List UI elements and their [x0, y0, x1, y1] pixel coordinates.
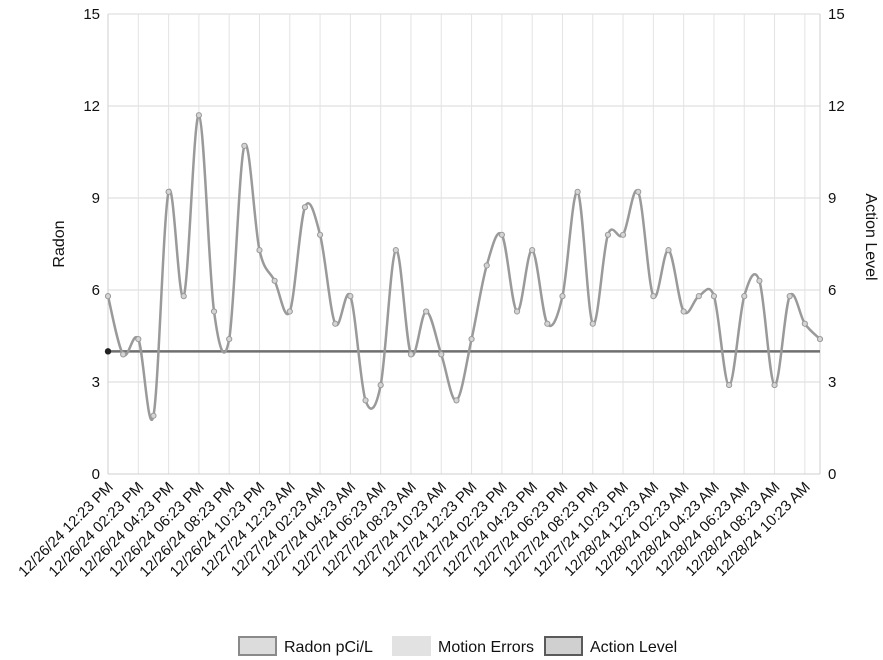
radon-data-point [559, 293, 566, 300]
y-tick-label-right: 3 [828, 374, 836, 391]
y-tick-label-right: 6 [828, 282, 836, 299]
radon-data-point [332, 320, 339, 327]
radon-data-point [286, 308, 293, 315]
radon-data-point [195, 112, 202, 119]
radon-data-point [104, 293, 112, 300]
radon-data-point [650, 293, 657, 300]
radon-data-point [407, 351, 415, 358]
radon-data-point [135, 335, 142, 343]
y-tick-label-left: 12 [83, 98, 100, 115]
radon-data-point [347, 293, 354, 300]
radon-data-point [680, 308, 687, 315]
radon-data-point [271, 277, 278, 284]
y-axis-title-right: Action Level [862, 193, 879, 280]
axes-layer: 0 0 3 3 6 6 9 9 12 12 15 15 [83, 6, 844, 483]
action-level-point [104, 348, 112, 355]
radon-data-point [316, 231, 324, 238]
radon-data-point [438, 351, 445, 358]
radon-data-point [589, 320, 596, 327]
radon-data-point [150, 412, 157, 419]
radon-data-point [756, 277, 763, 284]
radon-data-point [210, 308, 218, 315]
radon-data-point [453, 397, 460, 404]
radon-data-point [513, 308, 521, 315]
legend-swatch [238, 636, 277, 656]
radon-series-line [106, 113, 821, 421]
radon-data-point [165, 188, 172, 195]
series-layer [104, 112, 824, 421]
radon-data-point [635, 188, 642, 195]
radon-data-point [377, 381, 384, 389]
y-tick-label-right: 12 [828, 98, 845, 115]
y-tick-label-left: 6 [92, 282, 100, 299]
legend[interactable]: Radon pCi/L Motion Errors Action Level [238, 636, 677, 656]
y-tick-label-right: 15 [828, 6, 845, 23]
y-tick-label-left: 3 [92, 374, 100, 391]
radon-data-point [771, 381, 778, 389]
radon-data-point [256, 247, 263, 254]
radon-data-point [786, 293, 793, 300]
radon-data-point [498, 231, 505, 238]
radon-data-point [226, 335, 233, 343]
grid-layer [107, 13, 820, 475]
radon-data-point [301, 204, 309, 211]
radon-data-point [710, 293, 718, 300]
radon-data-point [241, 142, 248, 149]
legend-label: Action Level [590, 639, 677, 656]
y-tick-label-left: 0 [92, 466, 100, 483]
y-axis-title-left: Radon [51, 220, 68, 267]
legend-item-action-level[interactable]: Action Level [544, 636, 677, 656]
radon-data-point [574, 188, 581, 195]
radon-data-point [423, 308, 430, 315]
y-tick-label-left: 15 [83, 6, 100, 23]
radon-data-point [120, 351, 127, 358]
radon-data-point [392, 247, 399, 254]
radon-data-point [801, 320, 808, 327]
legend-swatch [392, 636, 431, 656]
radon-data-point [604, 231, 612, 238]
radon-data-point [726, 381, 733, 389]
radon-data-point [544, 320, 551, 327]
radon-data-point [483, 262, 490, 269]
radon-data-point [741, 293, 748, 300]
legend-item-motion-errors[interactable]: Motion Errors [392, 636, 534, 656]
radon-data-point [529, 247, 536, 254]
radon-data-point [362, 397, 369, 404]
radon-data-point [665, 247, 672, 254]
radon-data-point [619, 231, 627, 238]
radon-data-point [180, 293, 187, 300]
radon-data-point [468, 335, 475, 343]
legend-label: Motion Errors [438, 639, 534, 656]
y-tick-label-right: 0 [828, 466, 836, 483]
radon-data-point [816, 335, 824, 343]
radon-data-point [695, 293, 702, 300]
legend-item-radon[interactable]: Radon pCi/L [238, 636, 373, 656]
legend-label: Radon pCi/L [284, 639, 373, 656]
y-tick-label-left: 9 [92, 190, 100, 207]
legend-swatch [544, 636, 583, 656]
y-tick-label-right: 9 [828, 190, 836, 207]
